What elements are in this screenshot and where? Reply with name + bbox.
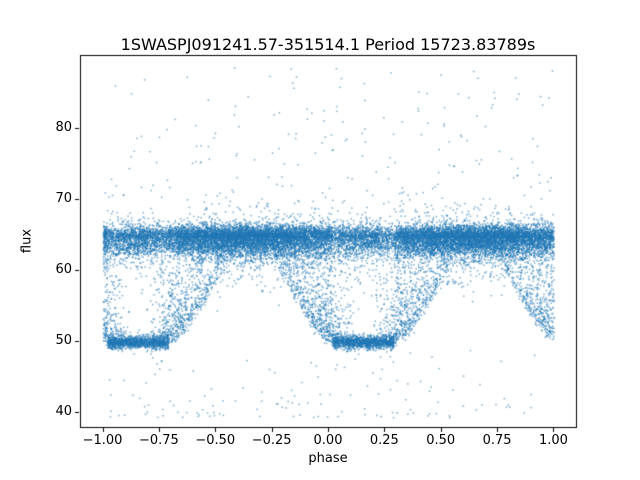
y-axis-label: flux [19, 228, 35, 254]
x-tick-label: −1.00 [82, 433, 123, 448]
x-axis-label: phase [308, 451, 348, 466]
x-tick-label: 1.00 [538, 433, 568, 448]
x-tick-label: −0.25 [251, 433, 292, 448]
y-tick-label: 40 [55, 404, 72, 420]
x-tick-label: 0.75 [482, 433, 512, 448]
x-tick-label: 0.25 [369, 433, 399, 448]
x-tick-label: −0.75 [138, 433, 179, 448]
y-tick-label: 60 [55, 261, 72, 277]
y-tick-label: 70 [55, 190, 72, 206]
x-tick-label: 0.00 [313, 433, 343, 448]
plot-title: 1SWASPJ091241.57-351514.1 Period 15723.8… [120, 35, 536, 54]
x-tick-label: 0.50 [426, 433, 456, 448]
x-tick-label: −0.50 [195, 433, 236, 448]
y-tick-label: 50 [55, 332, 72, 348]
y-tick-label: 80 [55, 119, 72, 135]
